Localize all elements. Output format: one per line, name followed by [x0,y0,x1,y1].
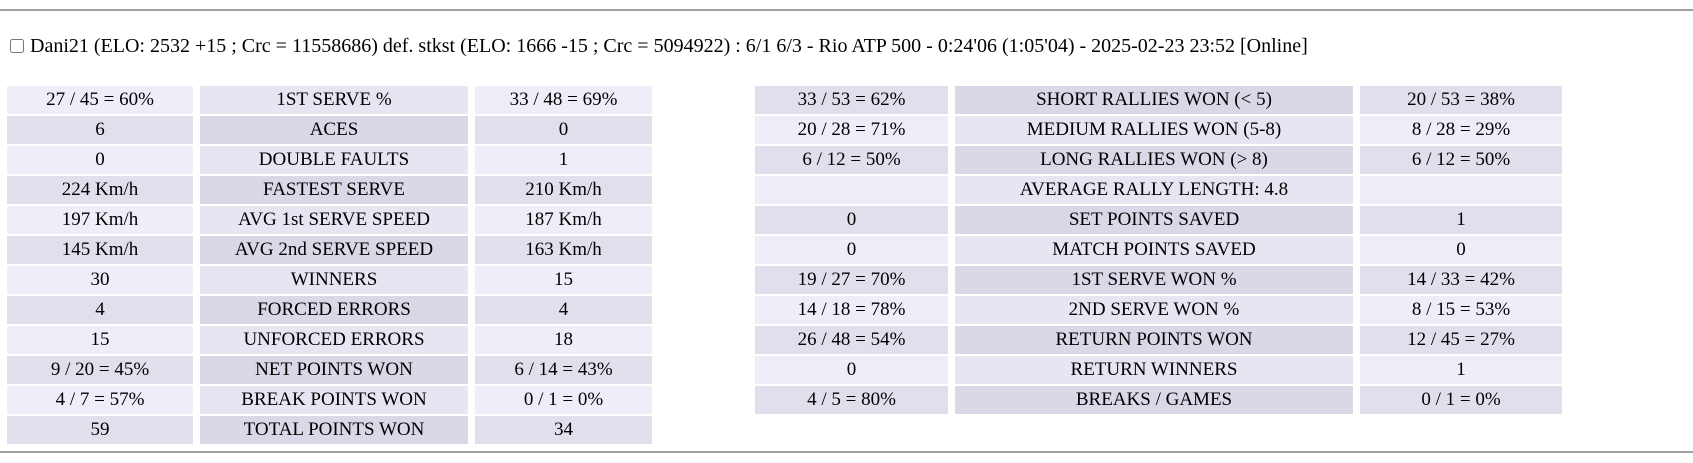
stats-row: 20 / 28 = 71% MEDIUM RALLIES WON (5-8) 8 /… [755,116,1562,144]
stats-row: 6 ACES 0 [7,116,652,144]
player1-stat-value: 224 Km/h [7,176,193,204]
match-header: Dani21 (ELO: 2532 +15 ; Crc = 11558686) … [10,34,1308,58]
player2-stat-value: 0 [475,116,652,144]
player2-stat-value: 1 [1360,356,1562,384]
match-result-line: Dani21 (ELO: 2532 +15 ; Crc = 11558686) … [30,35,1308,57]
stat-label: AVERAGE RALLY LENGTH: 4.8 [955,176,1353,204]
stat-label: 1ST SERVE % [200,86,468,114]
stats-row: 27 / 45 = 60% 1ST SERVE % 33 / 48 = 69% [7,86,652,114]
stats-row: 30 WINNERS 15 [7,266,652,294]
serve-stats-table: 27 / 45 = 60% 1ST SERVE % 33 / 48 = 69% 6 AC… [0,84,659,446]
player1-stat-value: 6 [7,116,193,144]
stat-label: SET POINTS SAVED [955,206,1353,234]
player1-stat-value: 15 [7,326,193,354]
stats-row: 197 Km/h AVG 1st SERVE SPEED 187 Km/h [7,206,652,234]
top-divider [0,9,1693,11]
player2-stat-value: 163 Km/h [475,236,652,264]
player2-stat-value: 18 [475,326,652,354]
player2-stat-value: 8 / 15 = 53% [1360,296,1562,324]
player1-stat-value: 27 / 45 = 60% [7,86,193,114]
player2-stat-value: 12 / 45 = 27% [1360,326,1562,354]
player1-stat-value: 26 / 48 = 54% [755,326,948,354]
player1-stat-value: 33 / 53 = 62% [755,86,948,114]
stat-label: FASTEST SERVE [200,176,468,204]
player2-stat-value: 0 / 1 = 0% [1360,386,1562,414]
player2-stat-value: 6 / 14 = 43% [475,356,652,384]
stat-label: RETURN WINNERS [955,356,1353,384]
stat-label: AVG 2nd SERVE SPEED [200,236,468,264]
stats-row: 0 MATCH POINTS SAVED 0 [755,236,1562,264]
stat-label: WINNERS [200,266,468,294]
stats-row: 145 Km/h AVG 2nd SERVE SPEED 163 Km/h [7,236,652,264]
stats-row: 0 DOUBLE FAULTS 1 [7,146,652,174]
player1-stat-value: 4 / 5 = 80% [755,386,948,414]
player1-stat-value: 20 / 28 = 71% [755,116,948,144]
stats-row: AVERAGE RALLY LENGTH: 4.8 [755,176,1562,204]
player1-stat-value: 145 Km/h [7,236,193,264]
player1-stat-value [755,176,948,204]
player1-stat-value: 0 [755,206,948,234]
player1-stat-value: 19 / 27 = 70% [755,266,948,294]
stats-row: 6 / 12 = 50% LONG RALLIES WON (> 8) 6 / 12… [755,146,1562,174]
stats-row: 59 TOTAL POINTS WON 34 [7,416,652,444]
stat-label: 2ND SERVE WON % [955,296,1353,324]
player1-stat-value: 0 [755,356,948,384]
player1-stat-value: 4 [7,296,193,324]
stats-row: 9 / 20 = 45% NET POINTS WON 6 / 14 = 43% [7,356,652,384]
player1-stat-value: 59 [7,416,193,444]
stat-label: MEDIUM RALLIES WON (5-8) [955,116,1353,144]
stats-row: 0 SET POINTS SAVED 1 [755,206,1562,234]
match-select-checkbox[interactable] [10,39,24,53]
stat-label: FORCED ERRORS [200,296,468,324]
player2-stat-value: 34 [475,416,652,444]
player1-stat-value: 30 [7,266,193,294]
stat-label: LONG RALLIES WON (> 8) [955,146,1353,174]
stat-label: BREAK POINTS WON [200,386,468,414]
stat-label: BREAKS / GAMES [955,386,1353,414]
player2-stat-value: 33 / 48 = 69% [475,86,652,114]
stats-row: 26 / 48 = 54% RETURN POINTS WON 12 / 45 = … [755,326,1562,354]
stats-row: 4 / 5 = 80% BREAKS / GAMES 0 / 1 = 0% [755,386,1562,414]
stats-row: 15 UNFORCED ERRORS 18 [7,326,652,354]
stat-label: AVG 1st SERVE SPEED [200,206,468,234]
stats-row: 0 RETURN WINNERS 1 [755,356,1562,384]
player2-stat-value: 210 Km/h [475,176,652,204]
player2-stat-value: 0 / 1 = 0% [475,386,652,414]
player2-stat-value: 1 [1360,206,1562,234]
stats-row: 19 / 27 = 70% 1ST SERVE WON % 14 / 33 = 42… [755,266,1562,294]
player2-stat-value: 8 / 28 = 29% [1360,116,1562,144]
stats-row: 33 / 53 = 62% SHORT RALLIES WON (< 5) 20 /… [755,86,1562,114]
stat-label: 1ST SERVE WON % [955,266,1353,294]
player2-stat-value [1360,176,1562,204]
stats-row: 14 / 18 = 78% 2ND SERVE WON % 8 / 15 = 53% [755,296,1562,324]
stat-label: DOUBLE FAULTS [200,146,468,174]
player1-stat-value: 9 / 20 = 45% [7,356,193,384]
player2-stat-value: 15 [475,266,652,294]
bottom-divider [0,451,1693,453]
player2-stat-value: 20 / 53 = 38% [1360,86,1562,114]
player1-stat-value: 197 Km/h [7,206,193,234]
stat-label: TOTAL POINTS WON [200,416,468,444]
player1-stat-value: 6 / 12 = 50% [755,146,948,174]
stat-label: SHORT RALLIES WON (< 5) [955,86,1353,114]
player1-stat-value: 14 / 18 = 78% [755,296,948,324]
stats-row: 224 Km/h FASTEST SERVE 210 Km/h [7,176,652,204]
stats-row: 4 FORCED ERRORS 4 [7,296,652,324]
stats-row: 4 / 7 = 57% BREAK POINTS WON 0 / 1 = 0% [7,386,652,414]
player1-stat-value: 0 [7,146,193,174]
player2-stat-value: 187 Km/h [475,206,652,234]
stat-label: RETURN POINTS WON [955,326,1353,354]
player2-stat-value: 4 [475,296,652,324]
stat-label: UNFORCED ERRORS [200,326,468,354]
stat-label: NET POINTS WON [200,356,468,384]
stat-label: ACES [200,116,468,144]
rally-stats-table: 33 / 53 = 62% SHORT RALLIES WON (< 5) 20 /… [748,84,1569,416]
player2-stat-value: 1 [475,146,652,174]
stat-label: MATCH POINTS SAVED [955,236,1353,264]
player1-stat-value: 4 / 7 = 57% [7,386,193,414]
player1-stat-value: 0 [755,236,948,264]
player2-stat-value: 6 / 12 = 50% [1360,146,1562,174]
player2-stat-value: 0 [1360,236,1562,264]
player2-stat-value: 14 / 33 = 42% [1360,266,1562,294]
